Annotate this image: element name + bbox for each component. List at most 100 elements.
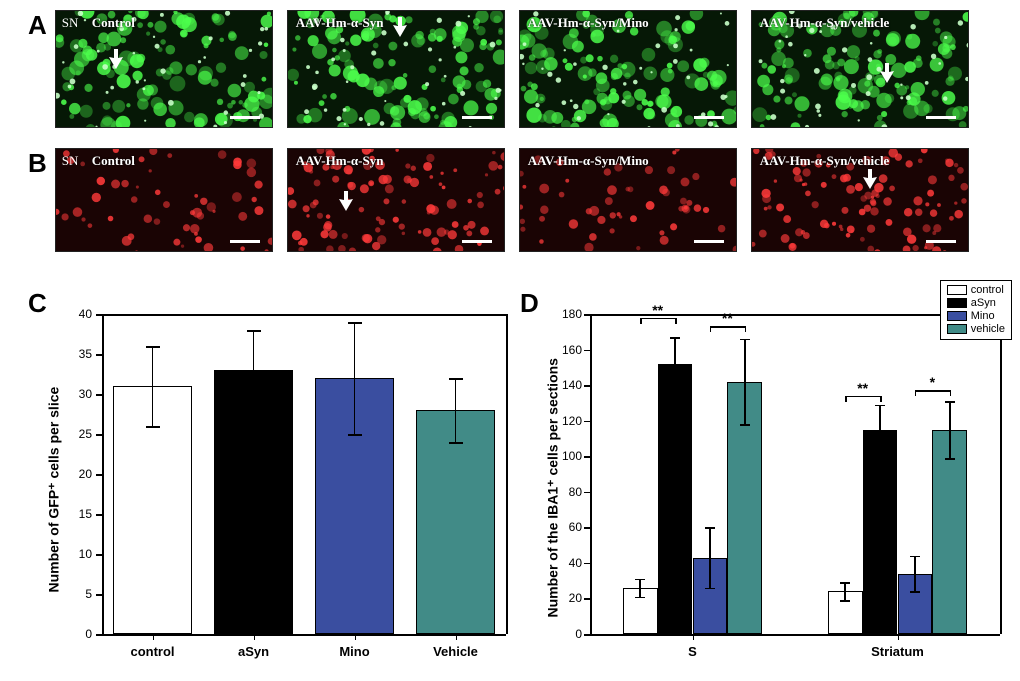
chart-c: C 0510152025303540Number of GFP⁺ cells p… (28, 288, 516, 668)
green-panel: AAV-Hm-α-Syn (287, 10, 505, 128)
y-tick (96, 314, 102, 316)
error-bar (354, 322, 356, 434)
row-b: B ControlSN AAV-Hm-α-Syn AAV-Hm-α-Syn/Mino… (28, 148, 983, 252)
error-cap (146, 346, 160, 348)
y-tick (584, 598, 590, 600)
y-tick (584, 492, 590, 494)
y-tick-label: 40 (62, 307, 92, 321)
error-bar (844, 582, 846, 600)
axis-line (590, 314, 592, 634)
error-bar (709, 527, 711, 587)
error-cap (740, 424, 750, 426)
error-cap (348, 322, 362, 324)
green-panel: Control SN (55, 10, 273, 128)
y-tick (584, 385, 590, 387)
row-a: A ControlSNAAV-Hm-α-SynAAV-Hm-α-Syn/Mino… (28, 10, 983, 128)
error-bar (674, 337, 676, 390)
red-panel: AAV-Hm-α-Syn/Mino (519, 148, 737, 252)
red-panel: AAV-Hm-α-Syn/vehicle (751, 148, 969, 252)
error-cap (670, 337, 680, 339)
panel-letter-c: C (28, 288, 47, 319)
panel-letter-d: D (520, 288, 539, 319)
y-tick-label: 25 (62, 427, 92, 441)
y-axis-title: Number of the IBA1⁺ cells per sections (545, 328, 562, 618)
legend-item: Mino (947, 310, 1005, 322)
legend-swatch (947, 324, 967, 334)
legend-swatch (947, 298, 967, 308)
panel-label: Control (92, 15, 135, 31)
x-tick-label: control (130, 644, 174, 659)
y-tick (96, 634, 102, 636)
panel-label: AAV-Hm-α-Syn/vehicle (760, 153, 890, 169)
axis-line (102, 314, 104, 634)
legend-label: control (971, 284, 1004, 296)
green-panel: AAV-Hm-α-Syn/Mino (519, 10, 737, 128)
y-tick (96, 394, 102, 396)
y-tick (584, 563, 590, 565)
scale-bar (926, 116, 956, 119)
row-b-panels: ControlSN AAV-Hm-α-Syn AAV-Hm-α-Syn/Mino AA… (55, 148, 983, 252)
x-tick-label: Striatum (871, 644, 924, 659)
error-bar (949, 401, 951, 458)
error-bar (879, 405, 881, 455)
bar (658, 364, 693, 634)
significance-tick (880, 396, 882, 402)
y-tick (96, 354, 102, 356)
y-tick (584, 421, 590, 423)
x-tick-label: Vehicle (433, 644, 478, 659)
significance-bar (845, 396, 880, 398)
error-cap (945, 458, 955, 460)
y-tick (96, 594, 102, 596)
significance-tick (745, 326, 747, 332)
axis-line (1000, 314, 1002, 634)
panel-label: AAV-Hm-α-Syn/Mino (528, 153, 649, 169)
significance-bar (640, 318, 675, 320)
bar (863, 430, 898, 634)
panel-label: AAV-Hm-α-Syn (296, 153, 384, 169)
x-tick-label: S (688, 644, 697, 659)
scale-bar (926, 240, 956, 243)
error-cap (449, 378, 463, 380)
scale-bar (230, 116, 260, 119)
significance-tick (915, 390, 917, 396)
error-cap (875, 405, 885, 407)
y-tick (584, 527, 590, 529)
error-cap (635, 597, 645, 599)
y-tick-label: 35 (62, 347, 92, 361)
scale-bar (694, 240, 724, 243)
error-cap (635, 579, 645, 581)
error-cap (740, 339, 750, 341)
red-panel: ControlSN (55, 148, 273, 252)
error-cap (146, 426, 160, 428)
x-tick (693, 634, 695, 640)
sn-label: SN (62, 153, 79, 169)
y-tick-label: 5 (62, 587, 92, 601)
error-bar (744, 339, 746, 424)
significance-label: ** (857, 380, 868, 396)
y-tick-label: 0 (62, 627, 92, 641)
error-cap (247, 330, 261, 332)
legend-item: aSyn (947, 297, 1005, 309)
error-cap (910, 556, 920, 558)
y-tick-label: 30 (62, 387, 92, 401)
x-tick-label: aSyn (238, 644, 269, 659)
axis-line (102, 314, 506, 316)
significance-tick (710, 326, 712, 332)
error-cap (840, 600, 850, 602)
panel-letter-b: B (28, 148, 47, 179)
axis-line (506, 314, 508, 634)
sn-label: SN (62, 15, 79, 31)
legend-label: Mino (971, 310, 995, 322)
y-tick (96, 474, 102, 476)
error-cap (348, 434, 362, 436)
x-tick-label: Mino (339, 644, 369, 659)
scale-bar (462, 240, 492, 243)
error-bar (455, 378, 457, 442)
error-cap (705, 588, 715, 590)
significance-label: ** (722, 310, 733, 326)
row-a-panels: ControlSNAAV-Hm-α-SynAAV-Hm-α-Syn/MinoAA… (55, 10, 983, 128)
axis-line (102, 634, 506, 636)
x-tick (898, 634, 900, 640)
x-tick (456, 634, 458, 640)
error-bar (253, 330, 255, 410)
